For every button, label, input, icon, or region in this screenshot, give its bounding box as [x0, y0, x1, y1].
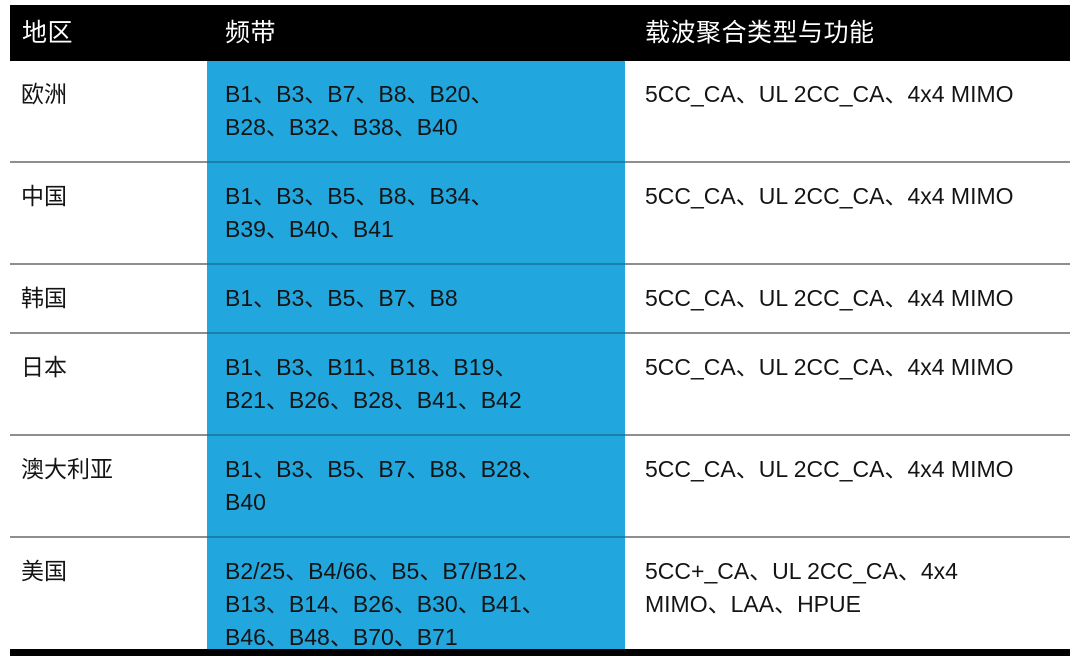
table-row: 美国 B2/25、B4/66、B5、B7/B12、 B13、B14、B26、B30… [10, 536, 1070, 671]
column-header-carrier-aggregation: 载波聚合类型与功能 [645, 19, 875, 47]
cell-carrier-aggregation: 5CC_CA、UL 2CC_CA、4x4 MIMO [645, 183, 1014, 209]
table-body: 欧洲 B1、B3、B7、B8、B20、 B28、B32、B38、B40 5CC_CA… [10, 61, 1070, 671]
cell-carrier-aggregation: 5CC+_CA、UL 2CC_CA、4x4 MIMO、LAA、HPUE [645, 558, 958, 617]
table-row: 澳大利亚 B1、B3、B5、B7、B8、B28、 B40 5CC_CA、UL 2CC… [10, 434, 1070, 536]
cell-bands: B1、B3、B11、B18、B19、 B21、B26、B28、B41、B42 [225, 354, 522, 413]
column-header-region: 地区 [22, 19, 74, 47]
table-header: 地区 频带 载波聚合类型与功能 [10, 5, 1070, 61]
table-row: 中国 B1、B3、B5、B8、B34、 B39、B40、B41 5CC_CA、UL … [10, 161, 1070, 263]
cell-region: 韩国 [21, 285, 67, 311]
cell-carrier-aggregation: 5CC_CA、UL 2CC_CA、4x4 MIMO [645, 81, 1014, 107]
cell-bands: B1、B3、B5、B8、B34、 B39、B40、B41 [225, 183, 494, 242]
table-header-row: 地区 频带 载波聚合类型与功能 [10, 5, 1070, 61]
table-row: 日本 B1、B3、B11、B18、B19、 B21、B26、B28、B41、B42… [10, 332, 1070, 434]
cell-bands: B2/25、B4/66、B5、B7/B12、 B13、B14、B26、B30、B… [225, 558, 545, 650]
cell-region: 日本 [21, 354, 67, 380]
table-row: 韩国 B1、B3、B5、B7、B8 5CC_CA、UL 2CC_CA、4x4 MIM… [10, 263, 1070, 332]
cell-bands: B1、B3、B5、B7、B8 [225, 285, 458, 311]
table-bottom-rule [10, 649, 1070, 656]
cell-region: 欧洲 [21, 81, 67, 107]
bands-column-highlight [207, 61, 625, 652]
cell-carrier-aggregation: 5CC_CA、UL 2CC_CA、4x4 MIMO [645, 456, 1014, 482]
cell-carrier-aggregation: 5CC_CA、UL 2CC_CA、4x4 MIMO [645, 285, 1014, 311]
cell-carrier-aggregation: 5CC_CA、UL 2CC_CA、4x4 MIMO [645, 354, 1014, 380]
table-row: 欧洲 B1、B3、B7、B8、B20、 B28、B32、B38、B40 5CC_CA… [10, 61, 1070, 161]
cell-region: 澳大利亚 [21, 456, 113, 482]
cell-region: 中国 [21, 183, 67, 209]
cell-bands: B1、B3、B5、B7、B8、B28、 B40 [225, 456, 545, 515]
column-header-bands: 频带 [225, 19, 277, 47]
cell-region: 美国 [21, 558, 67, 584]
cell-bands: B1、B3、B7、B8、B20、 B28、B32、B38、B40 [225, 81, 494, 140]
